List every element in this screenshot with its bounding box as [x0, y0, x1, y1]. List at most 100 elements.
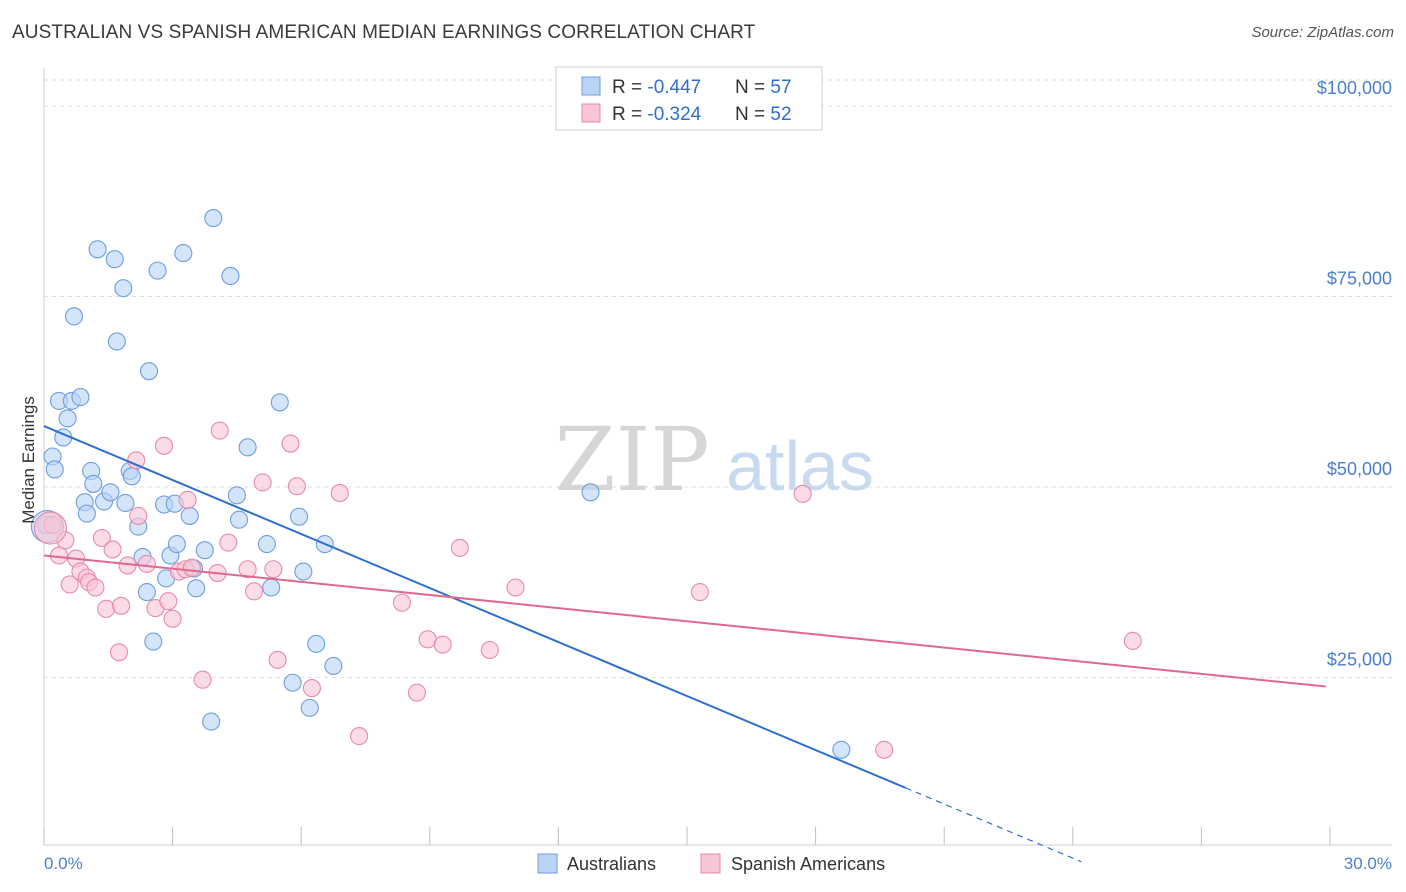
point-spanish-americans — [33, 511, 67, 545]
point-australians — [122, 467, 141, 486]
x-tick-label-min: 0.0% — [44, 854, 83, 873]
point-australians — [174, 244, 193, 263]
point-spanish-americans — [281, 434, 300, 453]
point-spanish-americans — [392, 593, 411, 612]
point-spanish-americans — [210, 421, 229, 440]
point-australians — [581, 483, 600, 502]
trend-line-australians-extension — [905, 787, 1082, 863]
point-spanish-americans — [182, 558, 201, 577]
point-australians — [294, 562, 313, 581]
point-spanish-americans — [159, 592, 178, 611]
point-australians — [144, 632, 163, 651]
point-australians — [45, 460, 64, 479]
point-australians — [167, 535, 186, 554]
point-spanish-americans — [219, 533, 238, 552]
point-spanish-americans — [330, 484, 349, 503]
y-tick-label: $100,000 — [1317, 78, 1392, 98]
trend-line-australians — [43, 425, 907, 789]
y-tick-labels: $25,000 $50,000 $75,000 $100,000 — [1317, 78, 1392, 669]
point-australians — [283, 673, 302, 692]
point-spanish-americans — [112, 596, 131, 615]
point-spanish-americans — [193, 670, 212, 689]
point-australians — [270, 393, 289, 412]
point-spanish-americans — [433, 635, 452, 654]
legend-row-australians: R = -0.447 — [612, 77, 701, 98]
point-australians — [229, 510, 249, 529]
point-spanish-americans — [480, 640, 499, 660]
legend-swatch-spanish-americans — [581, 103, 601, 123]
point-australians — [221, 266, 240, 286]
point-spanish-americans — [163, 609, 182, 628]
point-spanish-americans — [418, 630, 437, 649]
point-australians — [204, 209, 223, 228]
y-tick-label: $25,000 — [1327, 649, 1392, 669]
data-points — [30, 209, 1142, 759]
point-spanish-americans — [268, 650, 287, 669]
watermark-zip: ZIP — [554, 408, 709, 511]
legend-swatch-australians — [581, 76, 601, 96]
point-australians — [227, 486, 246, 505]
point-australians — [832, 740, 851, 759]
axes — [43, 68, 1392, 846]
legend-row-spanish-americans: R = -0.324 — [612, 104, 702, 125]
point-spanish-americans — [253, 473, 272, 492]
trend-lines — [43, 425, 1326, 863]
point-australians — [114, 279, 133, 298]
legend-bottom-australians: Australians — [567, 854, 656, 874]
point-spanish-americans — [238, 560, 257, 579]
x-tick-label-max: 30.0% — [1344, 854, 1392, 873]
y-axis-label: Median Earnings — [19, 396, 38, 524]
point-australians — [262, 578, 281, 597]
point-australians — [137, 583, 156, 602]
watermark: ZIP atlas — [554, 408, 874, 511]
legend-n-spanish-americans: N = 52 — [735, 104, 792, 125]
point-spanish-americans — [264, 560, 283, 579]
point-australians — [101, 483, 120, 502]
point-spanish-americans — [450, 538, 469, 557]
point-spanish-americans — [875, 740, 894, 759]
point-spanish-americans — [506, 578, 525, 597]
point-australians — [290, 507, 309, 526]
point-australians — [107, 332, 126, 351]
point-spanish-americans — [92, 528, 111, 548]
point-australians — [139, 362, 159, 381]
point-australians — [238, 438, 257, 457]
point-spanish-americans — [154, 436, 174, 455]
point-spanish-americans — [109, 643, 129, 662]
point-australians — [116, 493, 135, 513]
point-australians — [105, 250, 124, 269]
legend-bottom-spanish-americans: Spanish Americans — [731, 854, 885, 874]
point-spanish-americans — [407, 683, 426, 702]
point-australians — [77, 504, 96, 523]
point-spanish-americans — [97, 599, 116, 618]
point-australians — [324, 656, 343, 676]
y-tick-label: $75,000 — [1327, 269, 1392, 289]
point-australians — [180, 506, 199, 525]
point-australians — [148, 261, 167, 280]
y-tick-label: $50,000 — [1327, 459, 1392, 479]
source-label: Source: ZipAtlas.com — [1251, 24, 1394, 41]
point-spanish-americans — [129, 506, 148, 525]
legend-stats: R = -0.447 N = 57 R = -0.324 N = 52 — [555, 66, 823, 131]
legend-series: Australians Spanish Americans — [537, 853, 885, 874]
legend-bottom-swatch-spanish-americans — [700, 853, 721, 874]
point-australians — [71, 388, 90, 407]
point-australians — [187, 579, 206, 598]
point-spanish-americans — [1123, 631, 1142, 650]
legend-n-australians: N = 57 — [735, 77, 792, 98]
point-australians — [88, 240, 107, 259]
point-australians — [202, 712, 221, 731]
point-spanish-americans — [793, 484, 812, 503]
point-australians — [307, 634, 326, 653]
point-spanish-americans — [350, 727, 369, 746]
legend-bottom-swatch-australians — [537, 853, 558, 874]
point-spanish-americans — [302, 679, 321, 698]
point-spanish-americans — [103, 540, 122, 559]
point-australians — [84, 474, 103, 493]
point-australians — [64, 307, 84, 326]
point-australians — [58, 409, 77, 428]
point-spanish-americans — [86, 578, 105, 597]
point-spanish-americans — [60, 575, 79, 594]
point-australians — [257, 535, 276, 554]
